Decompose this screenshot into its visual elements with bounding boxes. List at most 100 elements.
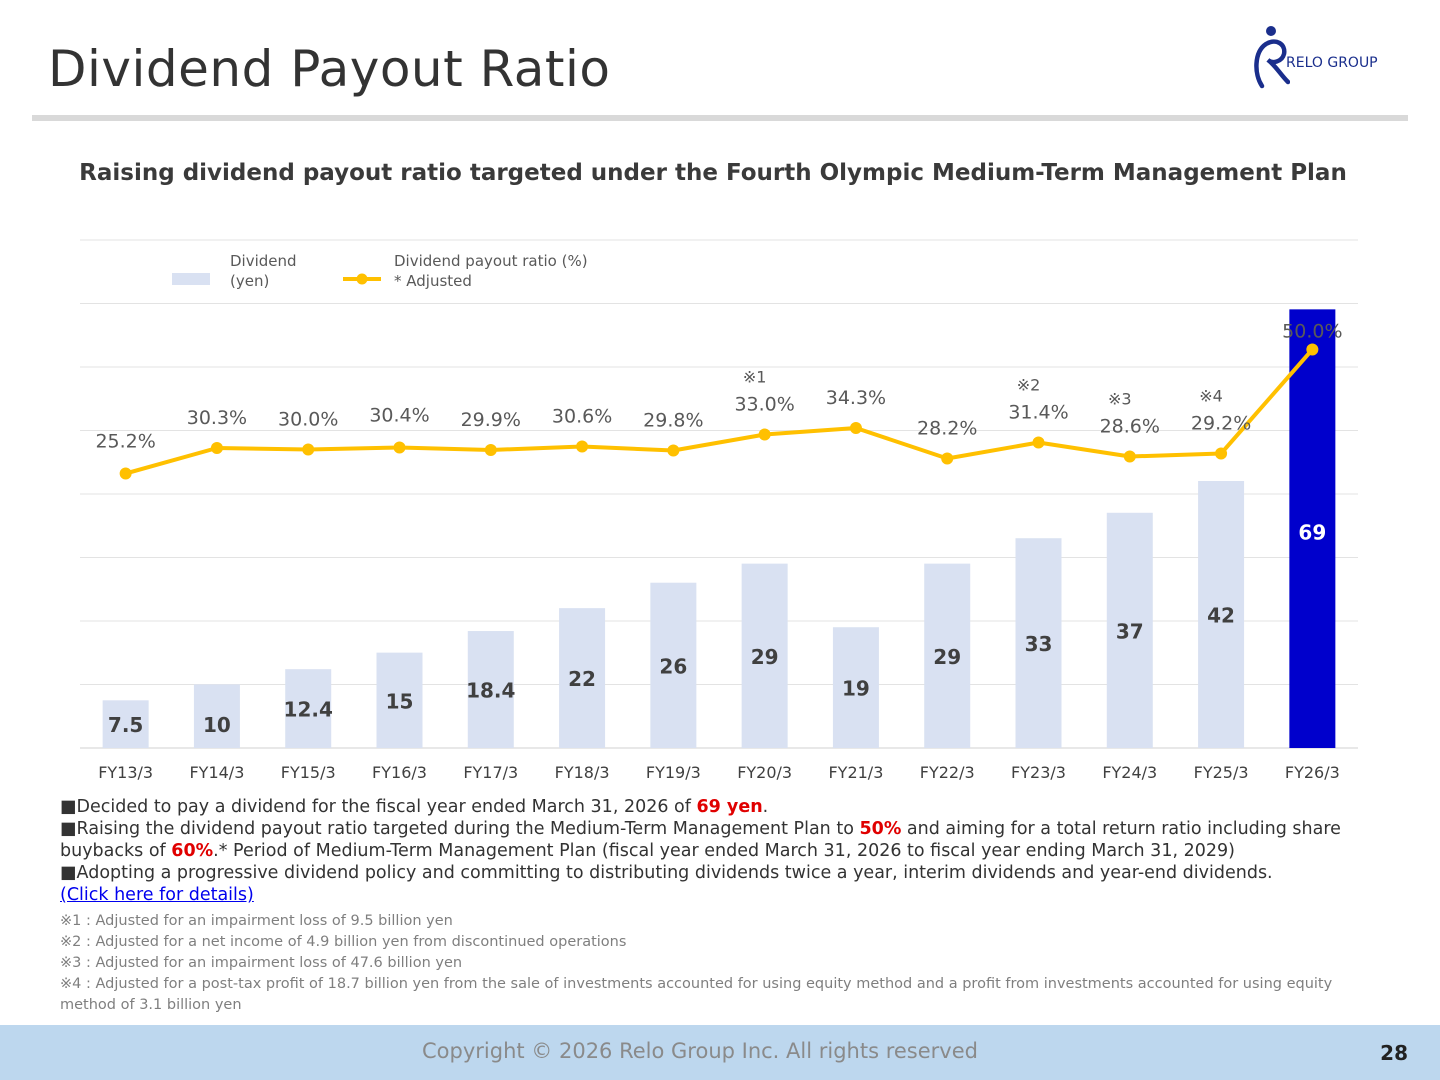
note-2-emphasis-1: 50% [859,819,902,839]
category-label: FY15/3 [281,763,336,782]
note-link-row: (Click here for details) [60,884,1380,906]
note-2-end: .* Period of Medium-Term Management Plan… [213,841,1235,861]
footnote-4: ※4 : Adjusted for a post-tax profit of 1… [60,976,1333,1013]
logo-text: RELO GROUP [1286,55,1378,71]
note-3-text: Adopting a progressive dividend policy a… [76,863,1273,883]
note-2-text: Raising the dividend payout ratio target… [76,819,860,839]
dividend-bar [102,700,149,748]
footnote-3: ※3 : Adjusted for an impairment loss of … [60,955,463,971]
payout-ratio-label: 50.0% [1282,321,1342,343]
payout-ratio-point [667,444,680,457]
chart-gridlines [80,239,1358,749]
bar-value-label: 12.4 [284,698,333,722]
category-label: FY13/3 [98,763,153,782]
dividend-chart: 7.5 10 12.4 15 18.4 22 26 29 19 29 33 37 42 69 FY13/3 F… [80,239,1358,783]
footnote-marker: ※4 [1199,387,1223,406]
category-label: FY16/3 [372,763,427,782]
payout-ratio-point [1215,447,1228,460]
bullet: ■ [60,819,77,839]
dividend-bar [1198,481,1245,748]
bar-value-label: 29 [933,645,961,669]
payout-ratio-point [484,444,497,456]
relo-group-logo: RELO GROUP [1250,22,1400,94]
note-1-emphasis: 69 yen [696,797,763,817]
legend-line-label-1: Dividend payout ratio (%) [394,252,588,270]
category-label: FY21/3 [828,763,883,782]
payout-ratio-label: 28.2% [917,418,977,440]
legend-bar-label-1: Dividend [230,252,297,270]
dividend-bar [467,631,514,748]
dividend-bar [1015,538,1062,748]
legend-bar-swatch [172,273,210,285]
footnote-1: ※1 : Adjusted for an impairment loss of … [60,913,453,929]
category-label: FY22/3 [920,763,975,782]
footnote-marker: ※3 [1108,390,1132,409]
bar-value-label: 42 [1207,604,1235,628]
payout-ratio-label: 29.2% [1191,413,1251,435]
category-label: FY17/3 [463,763,518,782]
payout-ratio-point [302,443,315,456]
category-label: FY19/3 [646,763,701,782]
dividend-bar [924,563,971,748]
relo-logo-icon [1254,26,1291,89]
note-1-end: . [762,797,769,817]
footnote-marker: ※1 [743,368,767,387]
bar-value-label: 33 [1025,632,1053,656]
category-label: FY14/3 [189,763,244,782]
note-3: ■Adopting a progressive dividend policy … [60,862,1380,884]
payout-ratio-label: 30.0% [278,409,338,431]
note-2-text-mid: and aiming for a total return ratio incl… [60,819,1341,861]
chart-labels: 7.5 10 12.4 15 18.4 22 26 29 19 29 33 37 42 69 FY13/3 F… [95,321,1342,783]
payout-ratio-label: 33.0% [734,394,794,416]
payout-ratio-point [393,441,406,454]
notes: ■Decided to pay a dividend for the fisca… [60,796,1380,906]
page-number: 28 [1380,1041,1408,1065]
details-link[interactable]: (Click here for details) [60,885,254,905]
dividend-bar [650,582,697,748]
bar-value-label: 37 [1116,619,1144,643]
dividend-bar [1289,309,1336,748]
bar-value-label: 15 [386,689,414,713]
bullet: ■ [60,797,77,817]
dividend-bar [741,563,788,748]
note-1: ■Decided to pay a dividend for the fisca… [60,796,1380,818]
footnote-marker: ※2 [1017,376,1041,395]
footnotes: ※1 : Adjusted for an impairment loss of … [60,911,1380,1016]
note-1-text: Decided to pay a dividend for the fiscal… [76,797,697,817]
payout-ratio-label: 25.2% [95,431,155,453]
page-title: Dividend Payout Ratio [48,40,611,98]
note-2: ■Raising the dividend payout ratio targe… [60,818,1380,862]
dividend-bar [193,684,240,748]
bar-value-label: 69 [1298,520,1326,544]
category-label: FY26/3 [1285,763,1340,782]
payout-ratio-label: 30.3% [187,407,247,429]
bar-value-label: 18.4 [466,679,515,703]
dividend-bar [376,652,423,748]
bullet: ■ [60,863,77,883]
note-2-emphasis-2: 60% [171,841,214,861]
chart-legend: Dividend (yen) Dividend payout ratio (%)… [172,252,588,290]
category-label: FY20/3 [737,763,792,782]
legend-line-label-2: * Adjusted [394,272,472,290]
payout-ratio-point [1032,436,1045,449]
title-divider [32,115,1408,121]
payout-ratio-label: 29.8% [643,410,703,432]
payout-ratio-point [210,442,223,454]
payout-ratio-label: 30.6% [552,406,612,428]
payout-ratio-label: 34.3% [826,387,886,409]
category-label: FY24/3 [1102,763,1157,782]
category-label: FY18/3 [555,763,610,782]
category-label: FY25/3 [1194,763,1249,782]
bar-value-label: 10 [203,713,231,737]
copyright-text: Copyright © 2026 Relo Group Inc. All rig… [422,1039,978,1063]
payout-ratio-point [119,467,132,480]
bar-value-label: 26 [659,654,687,678]
bar-value-label: 29 [751,645,779,669]
bar-value-label: 7.5 [108,713,143,737]
legend-line-marker [356,273,368,285]
payout-ratio-label: 31.4% [1008,402,1068,424]
payout-ratio-point [941,452,954,465]
dividend-bar [832,627,879,748]
payout-ratio-point [576,440,589,453]
payout-ratio-label: 30.4% [369,405,429,427]
